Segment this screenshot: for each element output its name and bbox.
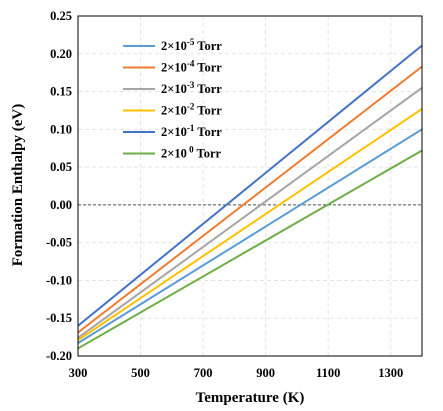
y-tick-label: -0.20 [46,349,72,363]
legend-label: 2×10-4 Torr [161,59,222,75]
series-lines [77,44,423,350]
legend-label-unit: Torr [194,125,222,139]
legend-label-unit: Torr [194,61,222,75]
legend-label-base: 2×10 [161,61,187,75]
legend-label: 2×10 0 Torr [161,145,222,161]
series-line [77,108,423,341]
y-axis-title: Formation Enthalpy (eV) [10,104,26,267]
x-tick-label: 1100 [316,366,340,380]
series-line [77,86,423,339]
legend-label: 2×10-2 Torr [161,102,222,118]
legend-label-exponent: -3 [187,80,195,90]
legend-label-base: 2×10 [161,104,187,118]
legend-label-exponent: -5 [187,37,195,47]
x-tick-label: 300 [69,366,88,380]
y-tick-label: 0.25 [50,9,72,23]
x-tick-label: 900 [256,366,275,380]
x-tick-label: 700 [194,366,213,380]
x-axis-title: Temperature (K) [196,390,305,406]
legend-label-base: 2×10 [161,147,187,161]
y-tick-label: 0.05 [50,160,72,174]
legend-label-exponent: -2 [187,102,195,112]
y-tick-labels: -0.20 -0.15 -0.10 -0.05 0.00 0.05 0.10 0.15 0.20… [46,9,72,363]
series-line [77,128,423,345]
legend-label-exponent: 0 [187,145,194,155]
y-tick-label: -0.10 [46,273,72,287]
series-line [77,149,423,350]
y-tick-label: -0.15 [46,311,72,325]
legend-label-base: 2×10 [161,125,187,139]
x-tick-labels: 300 500 700 900 1100 1300 [69,366,404,380]
legend-label-exponent: -1 [187,123,195,133]
legend-label-exponent: -4 [187,59,195,69]
legend-label: 2×10-1 Torr [161,123,222,139]
y-tick-label: 0.00 [50,198,72,212]
y-tick-label: 0.15 [50,85,72,99]
x-tick-label: 500 [131,366,150,380]
legend-label-base: 2×10 [161,82,187,96]
x-tick-label: 1300 [378,366,403,380]
legend-label-unit: Torr [194,82,222,96]
plot-frame [77,15,423,357]
legend-label-base: 2×10 [161,39,187,53]
legend-label: 2×10-3 Torr [161,80,222,96]
legend-label-unit: Torr [194,39,222,53]
legend-label-unit: Torr [194,147,222,161]
y-tick-label: 0.10 [50,122,72,136]
series-line [77,65,423,334]
y-tick-label: -0.05 [46,236,72,250]
legend-label: 2×10-5 Torr [161,37,222,53]
legend-label-unit: Torr [194,104,222,118]
y-tick-label: 0.20 [50,47,72,61]
series-line [77,44,423,327]
